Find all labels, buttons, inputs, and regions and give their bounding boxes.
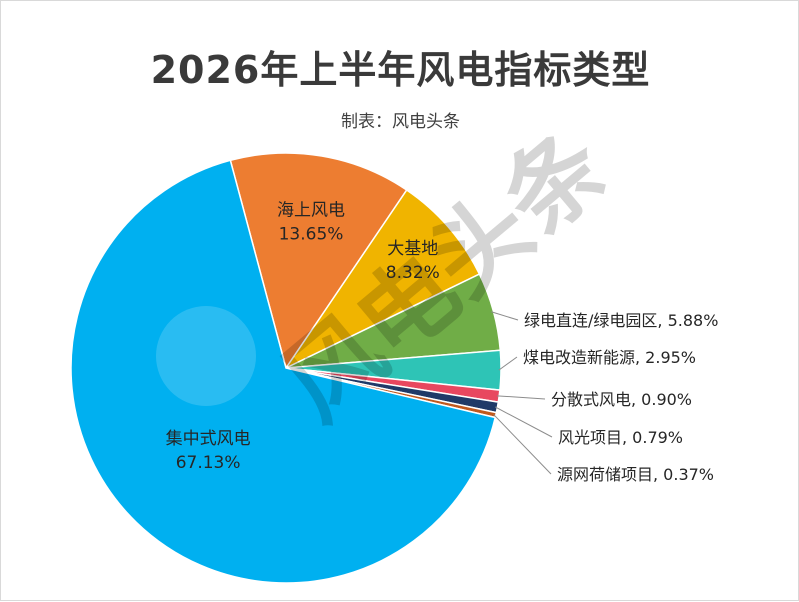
slice-label: 海上风电 bbox=[277, 201, 345, 221]
leader-line bbox=[493, 414, 552, 475]
watermark-logo-ring bbox=[158, 308, 254, 404]
chart-subtitle: 制表：风电头条 bbox=[341, 112, 460, 132]
pie-slice bbox=[70, 159, 497, 584]
slice-label: 集中式风电 bbox=[166, 429, 251, 449]
pie-slices bbox=[70, 152, 502, 584]
slice-outside-label: 分散式风电, 0.90% bbox=[551, 390, 692, 409]
pie-slice bbox=[229, 152, 408, 370]
slice-value-label: 13.65% bbox=[279, 225, 344, 245]
slice-outside-label: 风光项目, 0.79% bbox=[558, 428, 683, 447]
slice-outside-label: 煤电改造新能源, 2.95% bbox=[523, 348, 696, 367]
slice-outside-label: 源网荷储项目, 0.37% bbox=[557, 465, 714, 484]
leader-line bbox=[496, 395, 546, 400]
chart-title: 2026年上半年风电指标类型 bbox=[150, 48, 651, 92]
pie-slice bbox=[283, 189, 481, 370]
leader-lines bbox=[491, 311, 553, 475]
watermark-logo-icon bbox=[156, 306, 256, 406]
slice-value-label: 67.13% bbox=[176, 453, 241, 473]
leader-line bbox=[498, 356, 518, 371]
slice-outside-label: 绿电直连/绿电园区, 5.88% bbox=[524, 311, 718, 330]
slice-value-label: 8.32% bbox=[386, 263, 440, 283]
slice-labels: 海上风电 13.65% 大基地 8.32% 绿电直连/绿电园区, 5.88% 煤电改造新能… bbox=[166, 201, 719, 484]
slice-label: 大基地 bbox=[387, 239, 438, 259]
leader-line bbox=[491, 311, 519, 321]
leader-line bbox=[495, 406, 553, 438]
